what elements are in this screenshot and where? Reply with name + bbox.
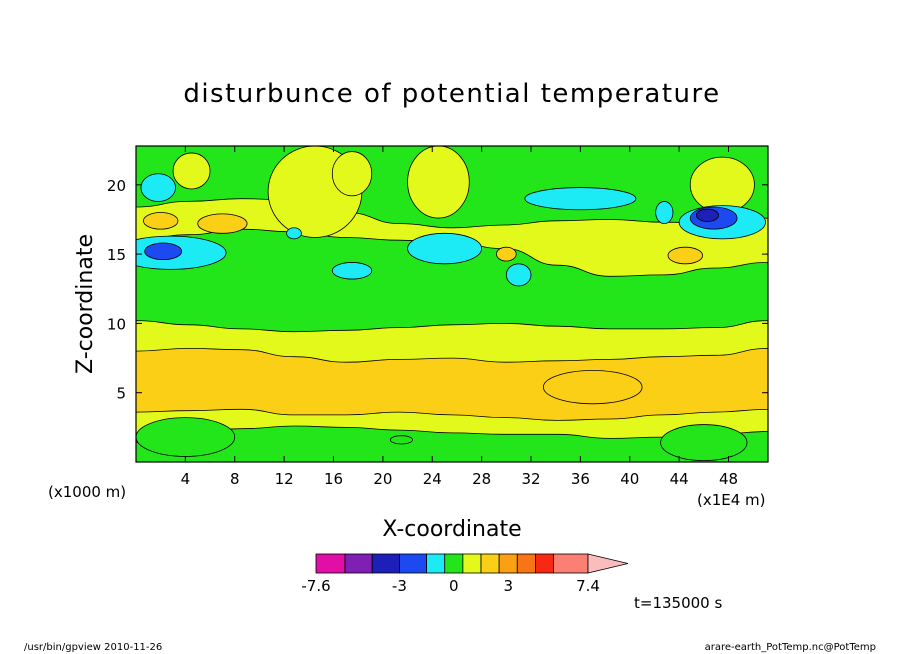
x-tick-label-8: 8 bbox=[230, 470, 240, 488]
colorbar-swatch-2 bbox=[371, 553, 400, 574]
contour-feature-23 bbox=[389, 435, 413, 445]
contour-feature-18 bbox=[286, 227, 302, 240]
contour-feature-12 bbox=[407, 232, 483, 265]
contour-feature-14 bbox=[524, 187, 637, 211]
colorbar-swatch-0 bbox=[315, 553, 346, 574]
x-scale-note: (x1E4 m) bbox=[697, 491, 766, 509]
colorbar-swatch-8 bbox=[498, 553, 518, 574]
colorbar-over-arrow bbox=[587, 553, 629, 574]
band-middle-orange bbox=[136, 347, 768, 421]
x-tick-label-40: 40 bbox=[620, 470, 639, 488]
chart-title: disturbunce of potential temperature bbox=[183, 79, 720, 109]
y-axis-label: Z-coordinate bbox=[73, 234, 98, 374]
colorbar-swatch-5 bbox=[444, 553, 464, 574]
x-tick-label-4: 4 bbox=[181, 470, 191, 488]
footer-left: /usr/bin/gpview 2010-11-26 bbox=[24, 642, 162, 653]
x-tick-label-48: 48 bbox=[719, 470, 738, 488]
x-axis-label: X-coordinate bbox=[382, 517, 521, 542]
x-tick-label-36: 36 bbox=[571, 470, 590, 488]
x-axis: 4 8 12 16 20 24 28 32 36 40 44 48 bbox=[181, 146, 738, 488]
colorbar-swatch-3 bbox=[399, 553, 428, 574]
contour-features bbox=[136, 146, 766, 462]
y-tick-label-10: 10 bbox=[107, 315, 126, 333]
colorbar-label-0: -7.6 bbox=[301, 577, 330, 595]
colorbar-swatch-6 bbox=[462, 553, 482, 574]
x-tick-label-32: 32 bbox=[521, 470, 540, 488]
contour-feature-19 bbox=[655, 201, 674, 225]
contour-feature-21 bbox=[144, 242, 183, 261]
colorbar bbox=[315, 553, 629, 574]
x-tick-label-28: 28 bbox=[472, 470, 491, 488]
colorbar-swatch-11 bbox=[553, 553, 589, 574]
plot-frame bbox=[135, 145, 769, 463]
contour-feature-4 bbox=[172, 152, 211, 190]
contour-feature-7 bbox=[143, 212, 179, 230]
contour-feature-9 bbox=[496, 246, 517, 262]
y-tick-label-5: 5 bbox=[116, 385, 126, 403]
contour-feature-16 bbox=[505, 263, 532, 287]
contour-feature-0 bbox=[136, 417, 236, 457]
plot-area bbox=[136, 146, 768, 462]
contour-feature-13 bbox=[331, 262, 373, 280]
colorbar-swatch-4 bbox=[426, 553, 446, 574]
colorbar-label-3: 3 bbox=[503, 577, 513, 595]
y-tick-label-20: 20 bbox=[107, 177, 126, 195]
contour-feature-8 bbox=[667, 246, 703, 265]
contour-feature-24 bbox=[660, 424, 748, 462]
colorbar-label-2: 0 bbox=[449, 577, 459, 595]
contour-feature-6 bbox=[197, 213, 248, 234]
time-label: t=135000 s bbox=[634, 594, 722, 612]
contour-feature-3 bbox=[331, 151, 373, 197]
colorbar-labels: -7.6 -3 0 3 7.4 bbox=[301, 577, 600, 595]
contour-feature-2 bbox=[407, 146, 470, 219]
colorbar-label-1: -3 bbox=[392, 577, 407, 595]
contour-feature-17 bbox=[140, 173, 176, 202]
y-scale-note: (x1000 m) bbox=[48, 483, 126, 501]
colorbar-swatch-7 bbox=[480, 553, 500, 574]
contour-feature-22 bbox=[696, 208, 720, 222]
colorbar-swatch-9 bbox=[516, 553, 536, 574]
colorbar-label-4: 7.4 bbox=[576, 577, 600, 595]
colorbar-swatch-1 bbox=[344, 553, 373, 574]
x-tick-label-24: 24 bbox=[423, 470, 442, 488]
x-tick-label-16: 16 bbox=[324, 470, 343, 488]
x-tick-label-12: 12 bbox=[275, 470, 294, 488]
footer-right: arare-earth_PotTemp.nc@PotTemp bbox=[705, 642, 876, 653]
y-tick-label-15: 15 bbox=[107, 246, 126, 264]
contour-feature-5 bbox=[689, 156, 755, 213]
x-tick-label-20: 20 bbox=[373, 470, 392, 488]
x-tick-label-44: 44 bbox=[670, 470, 689, 488]
colorbar-swatch-10 bbox=[535, 553, 554, 574]
contour-feature-10 bbox=[542, 370, 643, 405]
y-axis: 5 10 15 20 bbox=[107, 177, 768, 403]
